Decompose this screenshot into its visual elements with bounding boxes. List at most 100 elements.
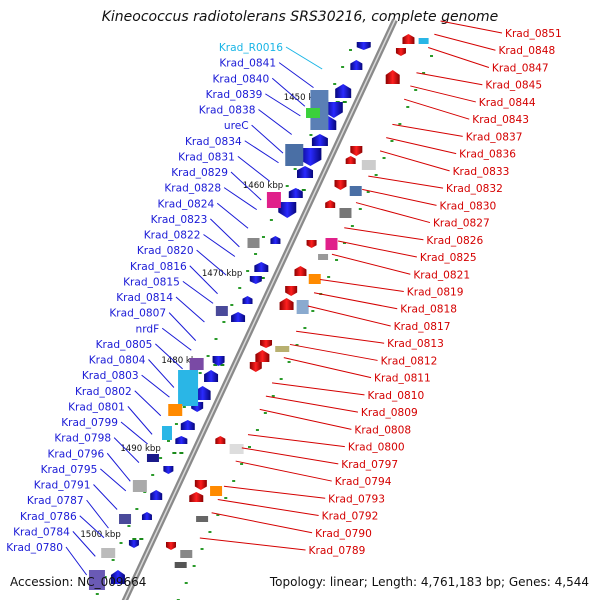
right-leader-line: [434, 33, 496, 51]
forward-gene-arrow: [110, 570, 125, 584]
left-gene-label: Krad_0831: [178, 151, 235, 163]
forward-gene-arrow: [242, 296, 253, 304]
left-leader-line: [113, 437, 140, 463]
left-leader-line: [127, 406, 153, 435]
right-leader-line: [320, 279, 404, 292]
right-leader-line: [368, 175, 444, 189]
right-leader-line: [296, 330, 385, 344]
scale-label: 1480 kbp: [161, 356, 202, 366]
forward-gene-arrow: [356, 42, 371, 50]
forward-gene-arrow: [212, 356, 225, 366]
right-gene-label: Krad_0836: [459, 149, 516, 161]
forward-gene-arrow: [194, 386, 211, 400]
left-leader-line: [189, 265, 218, 295]
right-gene-label: Krad_0810: [367, 390, 424, 402]
right-gene-label: Krad_0818: [400, 304, 457, 316]
left-leader-line: [106, 452, 131, 482]
right-gene-label: Krad_0851: [505, 28, 562, 40]
left-leader-line: [161, 327, 192, 351]
forward-gene-arrow: [175, 436, 188, 444]
reverse-gene-block: [296, 300, 309, 314]
forward-gene-block: [306, 108, 321, 118]
right-gene-label: Krad_0812: [381, 355, 438, 367]
forward-gene-block: [215, 306, 228, 316]
left-leader-line: [175, 296, 205, 323]
left-gene-label: ureC: [224, 120, 249, 132]
right-leader-line: [235, 460, 332, 482]
left-gene-label: Krad_0816: [130, 261, 187, 273]
left-leader-line: [168, 312, 197, 341]
left-gene-label: Krad_0787: [27, 495, 84, 507]
reverse-gene-block: [361, 160, 376, 170]
left-gene-label: Krad_0823: [151, 214, 208, 226]
right-leader-line: [241, 447, 339, 465]
left-gene-label: Krad_0786: [20, 511, 77, 523]
reverse-gene-arrow: [215, 436, 226, 444]
forward-gene-block: [132, 480, 147, 492]
reverse-gene-arrow: [189, 492, 204, 502]
left-gene-label: Krad_0805: [96, 339, 153, 351]
left-leader-line: [100, 468, 127, 492]
forward-gene-arrow: [278, 202, 297, 218]
left-leader-line: [230, 171, 262, 201]
left-leader-line: [203, 234, 236, 257]
right-leader-line: [440, 20, 503, 34]
forward-gene-arrow: [299, 148, 322, 166]
left-leader-line: [271, 77, 306, 107]
left-leader-line: [216, 202, 249, 229]
reverse-gene-arrow: [260, 340, 273, 348]
reverse-gene-block: [349, 186, 362, 196]
left-leader-line: [86, 499, 109, 529]
forward-gene-arrow: [288, 188, 303, 198]
right-gene-label: Krad_0793: [328, 493, 385, 505]
reverse-gene-arrow: [334, 180, 347, 190]
left-leader-line: [141, 374, 170, 398]
reverse-gene-arrow: [345, 156, 356, 164]
forward-gene-block: [101, 548, 116, 558]
reverse-gene-arrow: [194, 480, 207, 490]
left-leader-line: [182, 280, 214, 304]
left-leader-line: [65, 546, 88, 576]
scale-label: 1450 kbp: [284, 93, 325, 103]
left-leader-line: [148, 359, 175, 388]
scale-label: 1490 kbp: [120, 444, 160, 454]
left-gene-label: Krad_0839: [206, 89, 263, 101]
right-gene-label: Krad_0830: [440, 200, 497, 212]
right-leader-line: [247, 434, 345, 448]
left-gene-label: Krad_0804: [89, 355, 146, 367]
right-leader-line: [355, 202, 431, 224]
left-leader-line: [134, 390, 162, 417]
forward-gene-arrow: [350, 60, 363, 70]
right-gene-label: Krad_0817: [394, 321, 451, 333]
forward-gene-arrow: [270, 236, 281, 244]
reverse-gene-arrow: [279, 298, 294, 310]
forward-gene-block: [247, 238, 260, 248]
left-leader-line: [210, 218, 240, 248]
reverse-gene-block: [418, 38, 429, 44]
reverse-gene-arrow: [385, 70, 400, 84]
forward-gene-block: [189, 358, 204, 370]
right-gene-label: Krad_0825: [420, 252, 477, 264]
forward-gene-arrow: [180, 420, 195, 430]
reverse-gene-arrow: [255, 350, 270, 362]
forward-gene-block: [168, 404, 183, 416]
forward-gene-block: [88, 570, 105, 590]
reverse-gene-block: [210, 486, 223, 496]
left-gene-label: Krad_0815: [123, 276, 180, 288]
left-gene-label: Krad_0796: [47, 448, 104, 460]
left-leader-line: [251, 124, 284, 154]
left-gene-label: Krad_0799: [61, 417, 118, 429]
reverse-gene-arrow: [325, 200, 336, 208]
reverse-gene-block: [325, 238, 338, 250]
reverse-gene-block: [196, 516, 209, 522]
left-gene-label: nrdF: [136, 323, 160, 335]
left-leader-line: [237, 155, 271, 182]
right-leader-line: [337, 240, 417, 258]
left-gene-label: Krad_0803: [82, 370, 139, 382]
forward-gene-arrow: [297, 166, 314, 178]
reverse-gene-block: [339, 208, 352, 218]
forward-gene-arrow: [141, 512, 152, 520]
left-gene-label: Krad_0798: [54, 433, 111, 445]
forward-gene-arrow: [335, 84, 352, 98]
